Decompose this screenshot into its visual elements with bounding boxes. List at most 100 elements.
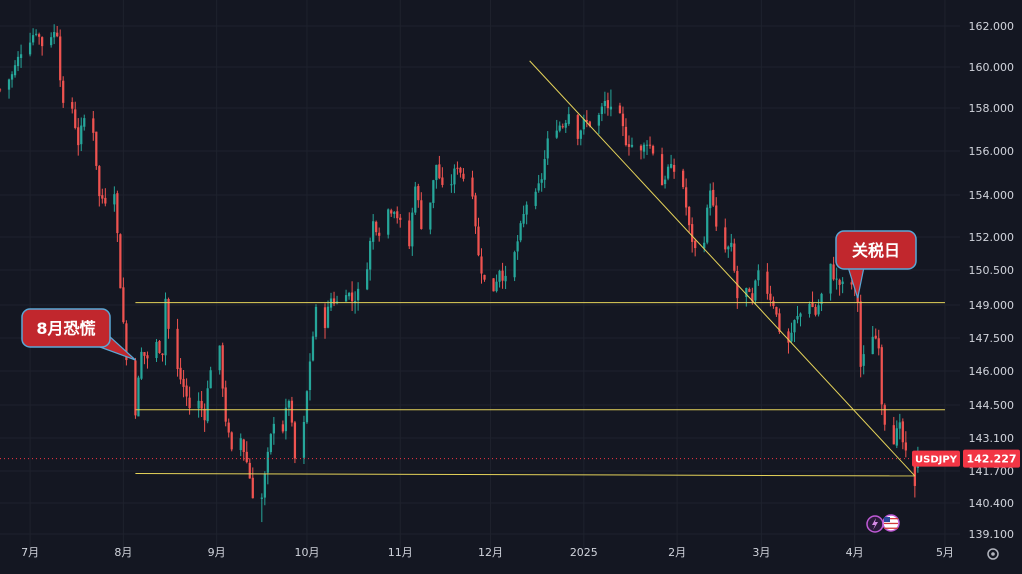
candle-body [669, 163, 673, 168]
last-price-label: 142.227 [966, 453, 1016, 466]
candle-body [558, 125, 561, 131]
x-tick-label: 5月 [936, 546, 954, 559]
candle-body [606, 100, 610, 109]
candle-body [609, 106, 613, 110]
gear-icon[interactable] [987, 548, 999, 560]
symbol-label: USDJPY [915, 455, 958, 466]
candle-body [859, 301, 862, 367]
candle-body [16, 56, 20, 67]
last-price-badge [963, 449, 1020, 468]
candle-body [901, 421, 904, 443]
candle-body [880, 347, 883, 405]
y-tick-label: 147.500 [969, 332, 1015, 345]
candle-body [850, 282, 853, 285]
candle-body [272, 423, 275, 434]
candle-body [898, 422, 901, 429]
y-tick-label: 149.000 [969, 299, 1015, 312]
callout-label: 关税日 [852, 241, 900, 260]
candle-body [308, 361, 312, 391]
candle-body [715, 205, 718, 227]
candle-body [663, 179, 667, 185]
callout[interactable]: 8月恐慌 [21, 308, 136, 361]
candle-body [546, 138, 549, 159]
flag-stripe [884, 518, 898, 520]
candle-body [498, 270, 501, 282]
candle-body [56, 32, 59, 37]
candle-body [817, 305, 820, 315]
candle-body [347, 292, 351, 297]
candle-body [883, 405, 886, 425]
candle-body [645, 144, 649, 146]
candle-body [477, 226, 480, 256]
candle-body [293, 422, 297, 459]
candle-body [799, 313, 802, 317]
candle-body [378, 232, 381, 236]
candle-body [350, 292, 354, 302]
candle-body [332, 298, 336, 304]
candle-body [567, 114, 570, 124]
candle-body [95, 131, 98, 166]
flag-stripe [884, 522, 898, 525]
candle-body [624, 126, 628, 146]
candle-body [450, 184, 453, 186]
candle-body [748, 288, 751, 292]
candle-body [197, 400, 200, 409]
us-flag-icon[interactable] [882, 514, 900, 532]
candle-body [140, 351, 143, 379]
trend-line[interactable] [135, 472, 915, 477]
candle-body [694, 240, 697, 249]
candle-body [176, 328, 179, 370]
candle-body [203, 408, 206, 421]
candle-body [504, 275, 507, 282]
symbol-badge [912, 450, 960, 467]
candle-body [811, 302, 814, 308]
candle-body [417, 186, 420, 201]
candle-body [125, 323, 128, 361]
candle-body [682, 170, 685, 188]
event-icons[interactable] [866, 514, 900, 533]
candle-body [790, 332, 793, 342]
candle-body [483, 274, 486, 280]
trend-line[interactable] [529, 60, 916, 477]
y-tick-label: 152.000 [969, 231, 1015, 244]
candle-body [492, 278, 495, 292]
candle-body [260, 497, 263, 499]
candle-body [904, 442, 907, 451]
trend-lines[interactable] [135, 60, 945, 477]
candle-body [182, 378, 185, 387]
candle-body [302, 421, 306, 458]
candle-body [200, 400, 203, 409]
candle-body [28, 42, 32, 55]
candle-body [287, 400, 291, 408]
candle-body [387, 209, 390, 235]
candle-body [561, 126, 564, 128]
candle-body [588, 121, 591, 127]
candle-body [534, 191, 537, 206]
candle-body [266, 451, 269, 473]
callout-box [835, 230, 917, 270]
candle-body [621, 113, 625, 127]
candle-body [432, 180, 435, 203]
lightning-glyph [872, 518, 878, 530]
candle-body [344, 295, 348, 302]
candle-body [305, 391, 309, 423]
candle-body [639, 145, 643, 151]
candle-body [666, 166, 670, 179]
candle-body [895, 428, 898, 446]
x-tick-label: 3月 [752, 546, 770, 559]
x-tick-label: 4月 [846, 546, 864, 559]
candle-body [832, 264, 835, 280]
x-tick-label: 7月 [21, 546, 39, 559]
candle-body [353, 301, 357, 303]
candle-body [242, 439, 245, 452]
candle-body [13, 65, 17, 76]
candle-body [369, 240, 372, 270]
candle-body [251, 477, 254, 499]
candle-body [555, 130, 558, 138]
candle-body [712, 189, 715, 206]
candle-body [543, 159, 546, 180]
candle-body [137, 377, 140, 417]
callout[interactable]: 关税日 [835, 230, 917, 299]
